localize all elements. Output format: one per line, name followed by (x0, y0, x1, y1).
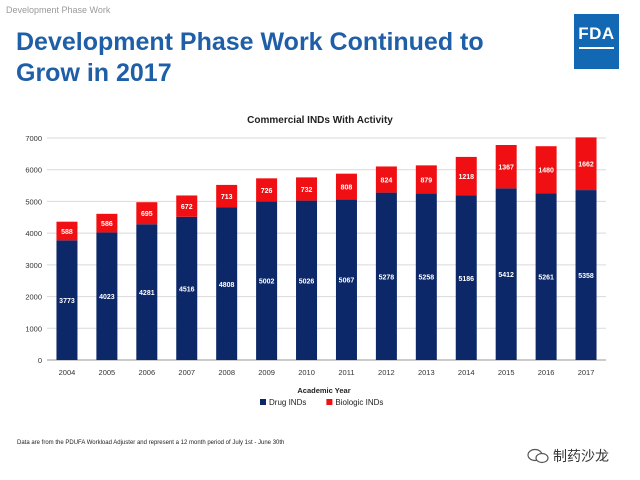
bar-drug (136, 224, 158, 360)
bar-biologic (375, 166, 397, 193)
data-label-drug: 5258 (419, 275, 435, 282)
data-label-biologic: 808 (341, 184, 353, 191)
data-label-biologic: 1662 (578, 162, 594, 169)
x-tick-label: 2008 (218, 368, 235, 377)
bar-drug (216, 207, 238, 360)
y-tick-label: 3000 (25, 261, 42, 270)
bar-biologic (96, 213, 118, 233)
x-tick-label: 2004 (59, 368, 76, 377)
data-label-drug: 5278 (379, 274, 395, 281)
x-axis-label: Academic Year (297, 386, 350, 395)
bar-biologic (575, 137, 597, 191)
data-label-biologic: 732 (301, 187, 313, 194)
data-label-biologic: 1218 (458, 174, 474, 181)
bar-drug (296, 200, 318, 360)
data-label-biologic: 1480 (538, 168, 554, 175)
x-tick-label: 2007 (178, 368, 195, 377)
data-label-biologic: 713 (221, 194, 233, 201)
bar-drug (375, 192, 397, 360)
x-tick-label: 2017 (578, 368, 595, 377)
data-label-drug: 5412 (498, 272, 514, 279)
y-tick-label: 4000 (25, 229, 42, 238)
bar-drug (415, 193, 437, 360)
data-label-drug: 5186 (458, 276, 474, 283)
x-tick-label: 2016 (538, 368, 555, 377)
bar-biologic (495, 145, 517, 189)
data-label-drug: 5261 (538, 275, 554, 282)
bar-biologic (335, 173, 357, 200)
data-label-drug: 5067 (339, 278, 355, 285)
data-label-biologic: 588 (61, 229, 73, 236)
bar-biologic (176, 195, 198, 217)
legend-swatch (326, 399, 333, 405)
x-axis-ticks: 2004 2005 2006 2007 2008 2009 2010 2011 2012 2013… (59, 368, 595, 377)
data-label-biologic: 879 (420, 177, 432, 184)
legend-label: Drug INDs (269, 398, 306, 407)
legend-label: Biologic INDs (335, 398, 383, 407)
legend-swatch (260, 399, 266, 405)
legend: Drug INDs Biologic INDs (260, 398, 383, 407)
x-tick-label: 2015 (498, 368, 515, 377)
y-tick-label: 2000 (25, 293, 42, 302)
x-tick-label: 2006 (138, 368, 155, 377)
chat-bubble-icon (527, 448, 549, 464)
bar-biologic (56, 221, 78, 241)
data-label-biologic: 586 (101, 221, 113, 228)
fda-logo-underline (579, 47, 614, 49)
bars: 3773 588 4023 586 4281 695 4516 672 4808 713 5002 7… (56, 137, 597, 360)
bar-drug (335, 199, 357, 360)
bar-drug (495, 188, 517, 360)
x-tick-label: 2009 (258, 368, 275, 377)
gridlines (47, 137, 606, 361)
data-label-drug: 4516 (179, 286, 195, 293)
y-tick-label: 5000 (25, 197, 42, 206)
y-tick-label: 7000 (25, 134, 42, 143)
watermark: 制药沙龙 (527, 446, 609, 466)
data-label-biologic: 1367 (498, 165, 514, 172)
bar-biologic (296, 177, 318, 201)
bar-biologic (256, 178, 278, 202)
bar-drug (535, 193, 557, 360)
chart-title: Commercial INDs With Activity (247, 115, 393, 126)
y-tick-label: 0 (38, 356, 42, 365)
bar-biologic (415, 165, 437, 194)
data-label-drug: 5002 (259, 279, 275, 286)
page-title: Development Phase Work Continued to Grow… (16, 28, 484, 87)
data-label-biologic: 672 (181, 204, 193, 211)
x-tick-label: 2011 (338, 368, 354, 377)
bar-drug (256, 201, 278, 360)
bar-drug (455, 195, 477, 360)
stacked-bar-chart: Commercial INDs With Activity 0 1000 2000 3… (25, 115, 606, 407)
data-label-drug: 5358 (578, 273, 594, 280)
bar-drug (176, 216, 198, 360)
x-tick-label: 2010 (298, 368, 315, 377)
footnote: Data are from the PDUFA Workload Adjuste… (17, 440, 285, 446)
y-axis-ticks: 0 1000 2000 3000 4000 5000 6000 7000 (25, 134, 42, 365)
data-label-biologic: 695 (141, 211, 153, 218)
fda-logo: FDA (574, 14, 619, 69)
data-label-drug: 4808 (219, 282, 235, 289)
x-tick-label: 2014 (458, 368, 475, 377)
data-label-biologic: 726 (261, 188, 273, 195)
data-label-drug: 3773 (59, 298, 75, 305)
slide-header: Development Phase Work (6, 5, 111, 15)
x-tick-label: 2013 (418, 368, 435, 377)
bar-biologic (216, 184, 238, 208)
watermark-text: 制药沙龙 (553, 448, 609, 464)
bar-biologic (136, 202, 158, 225)
bar-drug (575, 190, 597, 360)
bar-biologic (455, 156, 477, 196)
x-tick-label: 2012 (378, 368, 395, 377)
bar-biologic (535, 146, 557, 194)
data-label-drug: 4281 (139, 290, 155, 297)
y-tick-label: 6000 (25, 166, 42, 175)
x-tick-label: 2005 (99, 368, 116, 377)
data-label-biologic: 824 (381, 178, 393, 185)
bar-drug (96, 232, 118, 360)
data-label-drug: 5026 (299, 278, 315, 285)
bar-drug (56, 240, 78, 360)
fda-logo-text: FDA (578, 24, 615, 43)
y-tick-label: 1000 (25, 324, 42, 333)
data-label-drug: 4023 (99, 294, 115, 301)
